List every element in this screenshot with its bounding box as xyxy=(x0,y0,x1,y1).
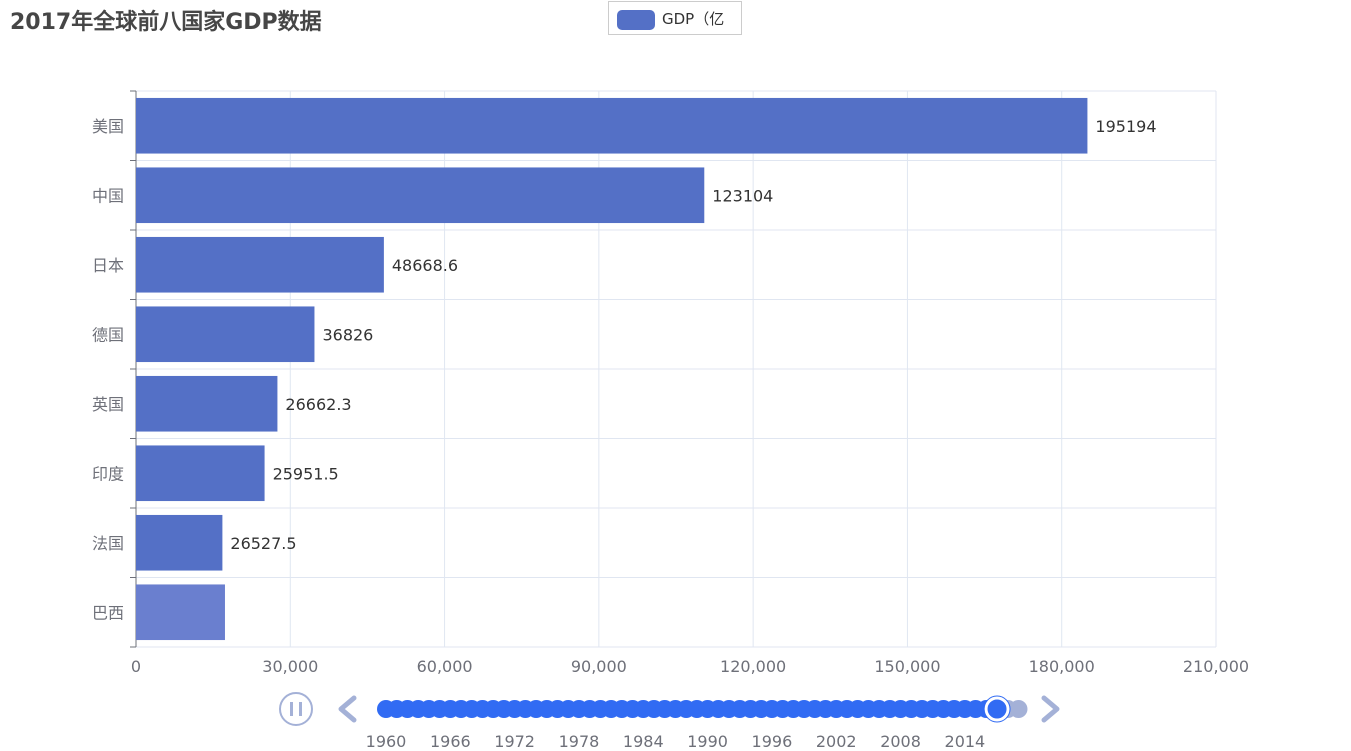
timeline-year-label: 2002 xyxy=(816,732,857,751)
data-label: 48668.6 xyxy=(392,256,458,275)
x-tick-label: 180,000 xyxy=(1029,657,1095,676)
x-tick-label: 60,000 xyxy=(417,657,473,676)
bar xyxy=(136,375,278,432)
y-tick-label: 德国 xyxy=(92,325,124,344)
data-label: 36826 xyxy=(322,325,373,344)
bar xyxy=(136,167,705,224)
y-tick-label: 日本 xyxy=(92,256,124,275)
chart-title: 2017年全球前八国家GDP数据 xyxy=(10,10,322,35)
x-tick-label: 210,000 xyxy=(1183,657,1249,676)
data-label: 25951.5 xyxy=(273,464,339,483)
timeline-point xyxy=(1009,700,1028,718)
data-label: 26527.5 xyxy=(230,534,296,553)
timeline-year-label: 1960 xyxy=(366,732,407,751)
data-label: 26662.3 xyxy=(285,395,351,414)
timeline-year-label: 1972 xyxy=(494,732,535,751)
x-tick-label: 150,000 xyxy=(874,657,940,676)
bar xyxy=(136,514,223,571)
pause-icon xyxy=(299,702,302,716)
timeline-year-label: 2008 xyxy=(880,732,921,751)
x-tick-label: 120,000 xyxy=(720,657,786,676)
y-tick-label: 美国 xyxy=(92,117,124,136)
bar xyxy=(136,445,265,502)
timeline-current-point xyxy=(984,696,1010,722)
timeline-year-label: 1996 xyxy=(752,732,793,751)
y-tick-label: 中国 xyxy=(92,186,124,205)
legend[interactable]: GDP（亿 xyxy=(608,1,742,35)
timeline-year-label: 1978 xyxy=(559,732,600,751)
timeline-current-ring xyxy=(983,695,1011,723)
y-tick-label: 巴西 xyxy=(92,603,124,622)
legend-swatch xyxy=(617,10,655,30)
bar xyxy=(136,306,315,363)
y-tick-label: 法国 xyxy=(92,534,124,553)
y-tick-label: 英国 xyxy=(92,395,124,414)
chevron-left-icon xyxy=(338,695,357,723)
x-tick-label: 0 xyxy=(131,657,141,676)
legend-label: GDP（亿 xyxy=(662,10,725,28)
bar xyxy=(136,584,225,641)
data-label: 123104 xyxy=(712,186,773,205)
timeline-year-label: 1966 xyxy=(430,732,471,751)
bar xyxy=(136,97,1088,154)
timeline-year-label: 1990 xyxy=(687,732,728,751)
x-tick-label: 30,000 xyxy=(262,657,318,676)
chevron-right-icon xyxy=(1041,695,1060,723)
x-tick-label: 90,000 xyxy=(571,657,627,676)
timeline-year-label: 2014 xyxy=(945,732,986,751)
pause-icon xyxy=(290,702,293,716)
bar xyxy=(136,236,384,293)
play-pause-button xyxy=(279,692,313,726)
timeline-year-label: 1984 xyxy=(623,732,664,751)
data-label: 195194 xyxy=(1095,117,1156,136)
y-tick-label: 印度 xyxy=(92,464,124,483)
